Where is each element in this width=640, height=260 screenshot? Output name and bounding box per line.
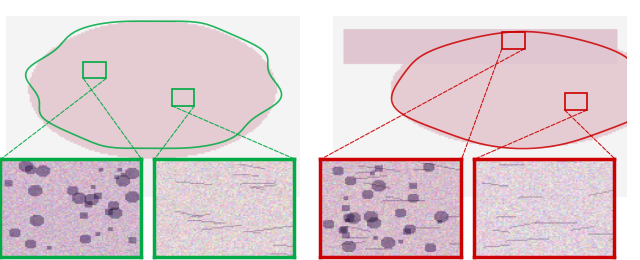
Bar	[502, 32, 525, 49]
Bar	[172, 89, 195, 106]
Bar	[83, 62, 106, 79]
Bar	[564, 93, 588, 110]
